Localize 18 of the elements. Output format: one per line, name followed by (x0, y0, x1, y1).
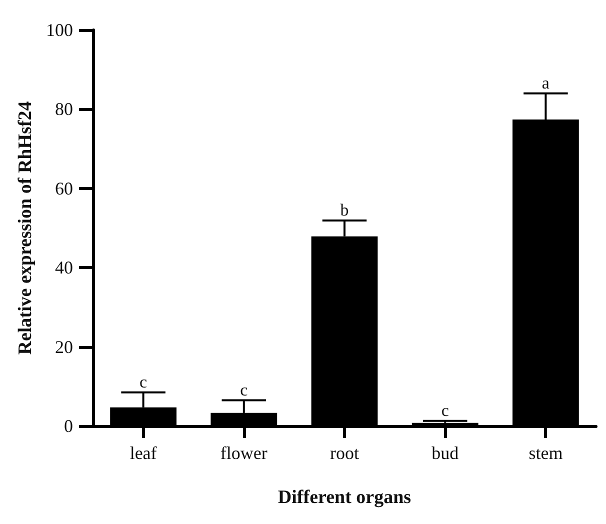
x-tick-label: flower (220, 443, 268, 463)
y-tick-label: 80 (55, 99, 73, 120)
annotation: c (140, 372, 148, 392)
x-tick-label: root (330, 443, 359, 463)
y-tick-label: 40 (55, 258, 73, 278)
annotation: c (441, 400, 450, 420)
x-tick-label: leaf (130, 443, 157, 463)
y-tick-label: 60 (55, 178, 73, 198)
annotation: c (240, 380, 248, 400)
y-axis-title: Relative expression of RhHsf24 (15, 100, 36, 355)
x-tick-label: bud (432, 443, 459, 463)
x-axis-title: Different organs (278, 487, 412, 508)
annotation: b (340, 200, 349, 220)
y-tick-label: 0 (64, 416, 73, 436)
y-tick-label: 100 (46, 20, 73, 40)
annotation: a (542, 73, 550, 92)
x-tick-label: stem (528, 443, 563, 463)
y-tick-label: 20 (55, 336, 73, 357)
